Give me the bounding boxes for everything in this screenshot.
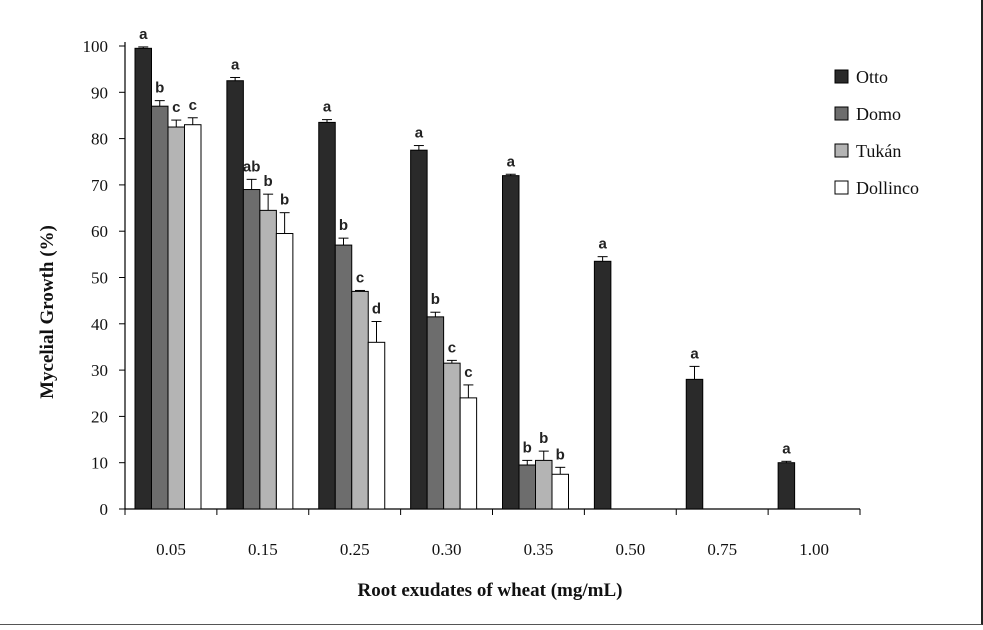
bar: [367, 341, 386, 510]
legend-swatch: [834, 143, 849, 158]
significance-label: c: [189, 97, 197, 114]
x-tick-label: 1.00: [799, 540, 829, 559]
x-tick-label: 0.50: [615, 540, 645, 559]
significance-label: d: [372, 300, 381, 317]
significance-label: b: [539, 430, 548, 447]
y-tick-label: 20: [91, 407, 108, 426]
x-tick-label: 0.30: [432, 540, 462, 559]
y-tick-label: 70: [91, 176, 108, 195]
significance-label: c: [172, 99, 180, 116]
bar: [777, 462, 796, 510]
labels-layer: 0 10 20 30 40 50 60 70 80 90 100 0.05 0.15 0.25 0.30 0.…: [83, 26, 829, 559]
legend: Otto Domo Tukán Dollinco: [834, 67, 919, 198]
significance-label: a: [139, 26, 148, 43]
significance-label: b: [556, 446, 565, 463]
x-tick-label: 0.75: [707, 540, 737, 559]
significance-label: b: [280, 192, 289, 209]
x-tick-label: 0.15: [248, 540, 278, 559]
significance-label: b: [339, 217, 348, 234]
bar: [167, 126, 185, 510]
significance-label: a: [690, 345, 699, 362]
significance-label: a: [507, 153, 516, 170]
bar: [410, 149, 428, 510]
bar: [242, 189, 261, 510]
bar: [351, 290, 369, 510]
legend-label: Dollinco: [856, 178, 919, 198]
significance-label: ab: [243, 158, 261, 175]
significance-label: a: [231, 56, 240, 73]
significance-label: c: [356, 269, 364, 286]
y-tick-label: 80: [91, 130, 108, 149]
bar: [226, 80, 244, 510]
y-tick-label: 50: [91, 269, 108, 288]
significance-label: b: [155, 80, 164, 97]
x-tick-label: 0.05: [156, 540, 186, 559]
significance-label: b: [523, 439, 532, 456]
bar: [259, 209, 277, 510]
bar: [134, 47, 152, 510]
legend-label: Otto: [856, 67, 888, 87]
bar: [593, 260, 612, 510]
legend-swatch: [834, 106, 849, 121]
bar: [502, 175, 520, 510]
legend-label: Tukán: [856, 141, 901, 161]
significance-label: a: [598, 236, 607, 253]
x-axis-title: Root exudates of wheat (mg/mL): [358, 580, 623, 601]
y-axis-title: Mycelial Growth (%): [37, 225, 58, 399]
y-tick-label: 0: [100, 500, 109, 519]
significance-label: c: [448, 339, 456, 356]
significance-label: b: [264, 173, 273, 190]
bars-layer: [134, 46, 796, 510]
y-tick-label: 90: [91, 83, 108, 102]
bar: [535, 459, 553, 510]
significance-label: c: [464, 364, 472, 381]
bar: [334, 244, 353, 510]
bar: [459, 397, 478, 510]
y-tick-label: 60: [91, 222, 108, 241]
x-tick-label: 0.35: [524, 540, 554, 559]
bar: [275, 233, 294, 510]
y-tick-label: 100: [83, 37, 109, 56]
significance-label: a: [415, 125, 424, 142]
bar: [443, 362, 461, 510]
bar: [184, 124, 202, 510]
bar: [685, 378, 704, 510]
y-tick-label: 10: [91, 454, 108, 473]
bar: [151, 105, 169, 510]
significance-label: b: [431, 291, 440, 308]
significance-label: a: [323, 99, 332, 116]
x-tick-label: 0.25: [340, 540, 370, 559]
significance-label: a: [782, 440, 791, 457]
bar: [426, 316, 445, 510]
bar: [518, 464, 536, 510]
y-tick-label: 30: [91, 361, 108, 380]
bar: [551, 473, 569, 510]
legend-label: Domo: [856, 104, 901, 124]
legend-swatch: [834, 180, 849, 195]
bar: [318, 121, 336, 510]
y-tick-label: 40: [91, 315, 108, 334]
legend-swatch: [834, 69, 849, 84]
